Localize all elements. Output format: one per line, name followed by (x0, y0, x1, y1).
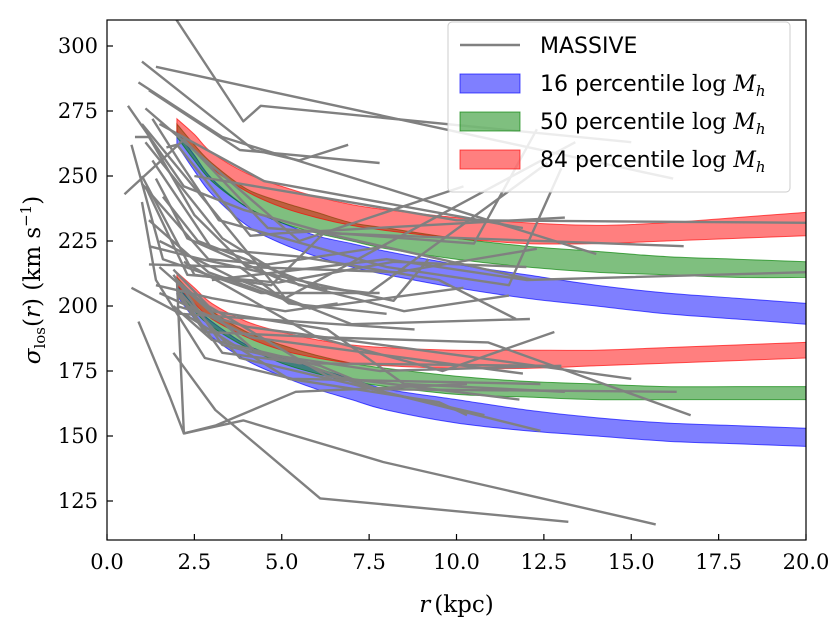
massive-profile-line (194, 174, 806, 224)
y-tick-label: 225 (58, 229, 98, 253)
massive-profile-line (172, 274, 548, 367)
model-bands (176, 117, 806, 447)
massive-profile-line (144, 185, 527, 284)
x-tick-label: 20.0 (783, 550, 830, 574)
y-tick-label: 175 (58, 359, 98, 383)
y-tick-label: 300 (58, 34, 98, 58)
legend-swatch-84-percentile (459, 149, 521, 170)
massive-profile-line (130, 144, 380, 295)
x-tick-label: 2.5 (178, 550, 211, 574)
massive-profile-line (130, 286, 415, 331)
x-tick-label: 0.0 (90, 550, 123, 574)
massive-profile-line (175, 279, 656, 526)
massive-profile-line (123, 128, 538, 245)
massive-profile-line (211, 258, 806, 282)
legend-swatch-50-percentile (459, 111, 521, 132)
massive-profile-line (141, 183, 387, 266)
legend: MASSIVE 16 percentile log Mh 50 percentile… (447, 21, 791, 193)
y-tick-label: 125 (58, 489, 98, 513)
massive-profile-line (161, 196, 328, 292)
massive-profile-line (140, 201, 541, 386)
massive-profile-line (148, 245, 430, 302)
legend-label-84-percentile: 84 percentile log Mh (540, 148, 766, 176)
x-tick-label: 10.0 (433, 550, 480, 574)
band-upper-84-percentile (176, 117, 806, 245)
y-tick-label: 250 (58, 164, 98, 188)
legend-label-massive: MASSIVE (540, 34, 637, 59)
legend-box (447, 21, 791, 193)
massive-profiles (123, 20, 806, 526)
massive-profile-line (183, 260, 555, 373)
legend-label-16-percentile: 16 percentile log Mh (540, 72, 766, 100)
x-tick-label: 5.0 (265, 550, 298, 574)
y-tick-label: 200 (58, 294, 98, 318)
massive-profile-line (154, 178, 510, 313)
massive-profile-line (172, 352, 569, 523)
axes: 0.0 2.5 5.0 7.5 10.0 12.5 15.0 17.5 20.0 125 150 17… (17, 19, 830, 618)
massive-profile-line (172, 268, 520, 401)
y-axis-label: σlos(r) (km s−1) (17, 196, 49, 364)
massive-profile-line (176, 304, 632, 380)
massive-profile-line (172, 305, 485, 417)
massive-profile-line (176, 279, 565, 393)
legend-label-50-percentile: 50 percentile log Mh (540, 110, 766, 138)
x-tick-label: 12.5 (520, 550, 567, 574)
y-tick-label: 275 (58, 99, 98, 123)
x-tick-label: 7.5 (352, 550, 385, 574)
massive-profile-line (158, 239, 530, 326)
y-tick-label: 150 (58, 424, 98, 448)
massive-profile-line (166, 143, 565, 238)
massive-profile-line (175, 20, 632, 144)
massive-profile-line (158, 122, 524, 230)
legend-swatch-16-percentile (459, 73, 521, 94)
x-tick-label: 17.5 (695, 550, 742, 574)
massive-profile-line (148, 89, 380, 165)
massive-profile-line (148, 263, 387, 315)
massive-profile-line (140, 175, 534, 287)
x-axis-label: r (kpc) (419, 592, 494, 618)
x-tick-label: 15.0 (608, 550, 655, 574)
massive-profile-line (158, 266, 562, 373)
